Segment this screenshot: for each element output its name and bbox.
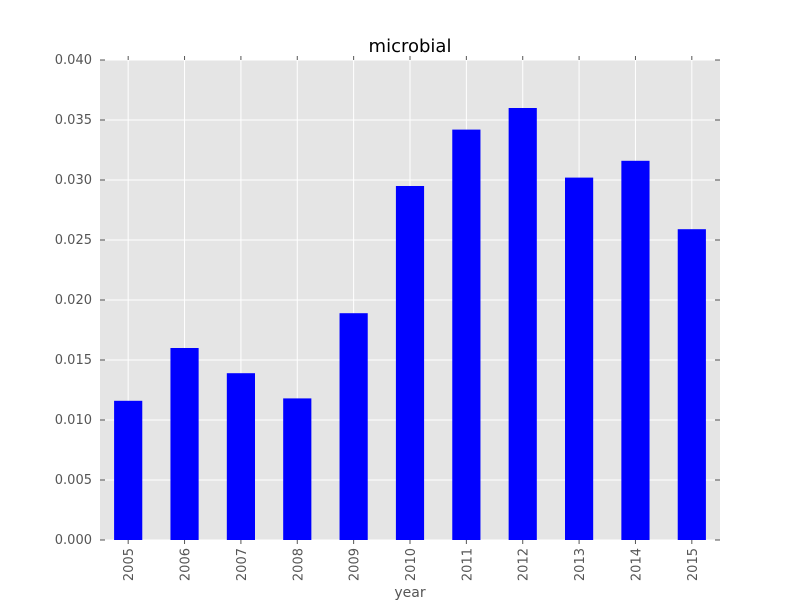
x-tick-label: 2007 xyxy=(235,548,250,581)
bar-2008 xyxy=(283,398,312,540)
bar-2010 xyxy=(395,186,425,540)
bar-2009 xyxy=(339,313,368,540)
bar-2013 xyxy=(565,177,594,540)
y-tick-label: 0.040 xyxy=(55,53,92,68)
chart-title: microbial xyxy=(369,36,452,57)
bar-2015 xyxy=(677,229,706,540)
y-tick-label: 0.000 xyxy=(55,533,92,548)
bar-2006 xyxy=(170,348,199,540)
x-tick-label: 2013 xyxy=(573,548,588,581)
y-tick-label: 0.025 xyxy=(55,233,92,248)
y-axis-tick-labels: 0.000 0.005 0.010 0.015 0.020 0.025 0.030 0.035… xyxy=(55,53,92,548)
bar-2007 xyxy=(226,373,255,540)
x-tick-label: 2006 xyxy=(179,548,194,581)
bar-2012 xyxy=(508,108,537,540)
y-tick-label: 0.015 xyxy=(55,353,92,368)
x-tick-label: 2010 xyxy=(404,548,419,581)
y-tick-label: 0.005 xyxy=(55,473,92,488)
y-tick-label: 0.010 xyxy=(55,413,92,428)
y-tick-label: 0.035 xyxy=(55,113,92,128)
x-tick-label: 2005 xyxy=(122,548,137,581)
x-tick-label: 2014 xyxy=(629,548,644,581)
y-tick-label: 0.020 xyxy=(55,293,92,308)
bar-2005 xyxy=(114,400,143,540)
x-tick-label: 2009 xyxy=(348,548,363,581)
x-tick-label: 2012 xyxy=(517,548,532,581)
axis-ticks xyxy=(100,56,720,544)
x-axis-tick-labels: 2005 2006 2007 2008 2009 2010 2011 2012 2013 2014… xyxy=(122,548,701,581)
x-tick-label: 2015 xyxy=(686,548,701,581)
bars xyxy=(114,108,706,541)
y-tick-label: 0.030 xyxy=(55,173,92,188)
x-tick-label: 2011 xyxy=(460,548,475,581)
x-tick-label: 2008 xyxy=(291,548,306,581)
bar-2014 xyxy=(621,160,650,541)
x-axis-label: year xyxy=(394,585,425,600)
bar-2011 xyxy=(452,129,481,540)
